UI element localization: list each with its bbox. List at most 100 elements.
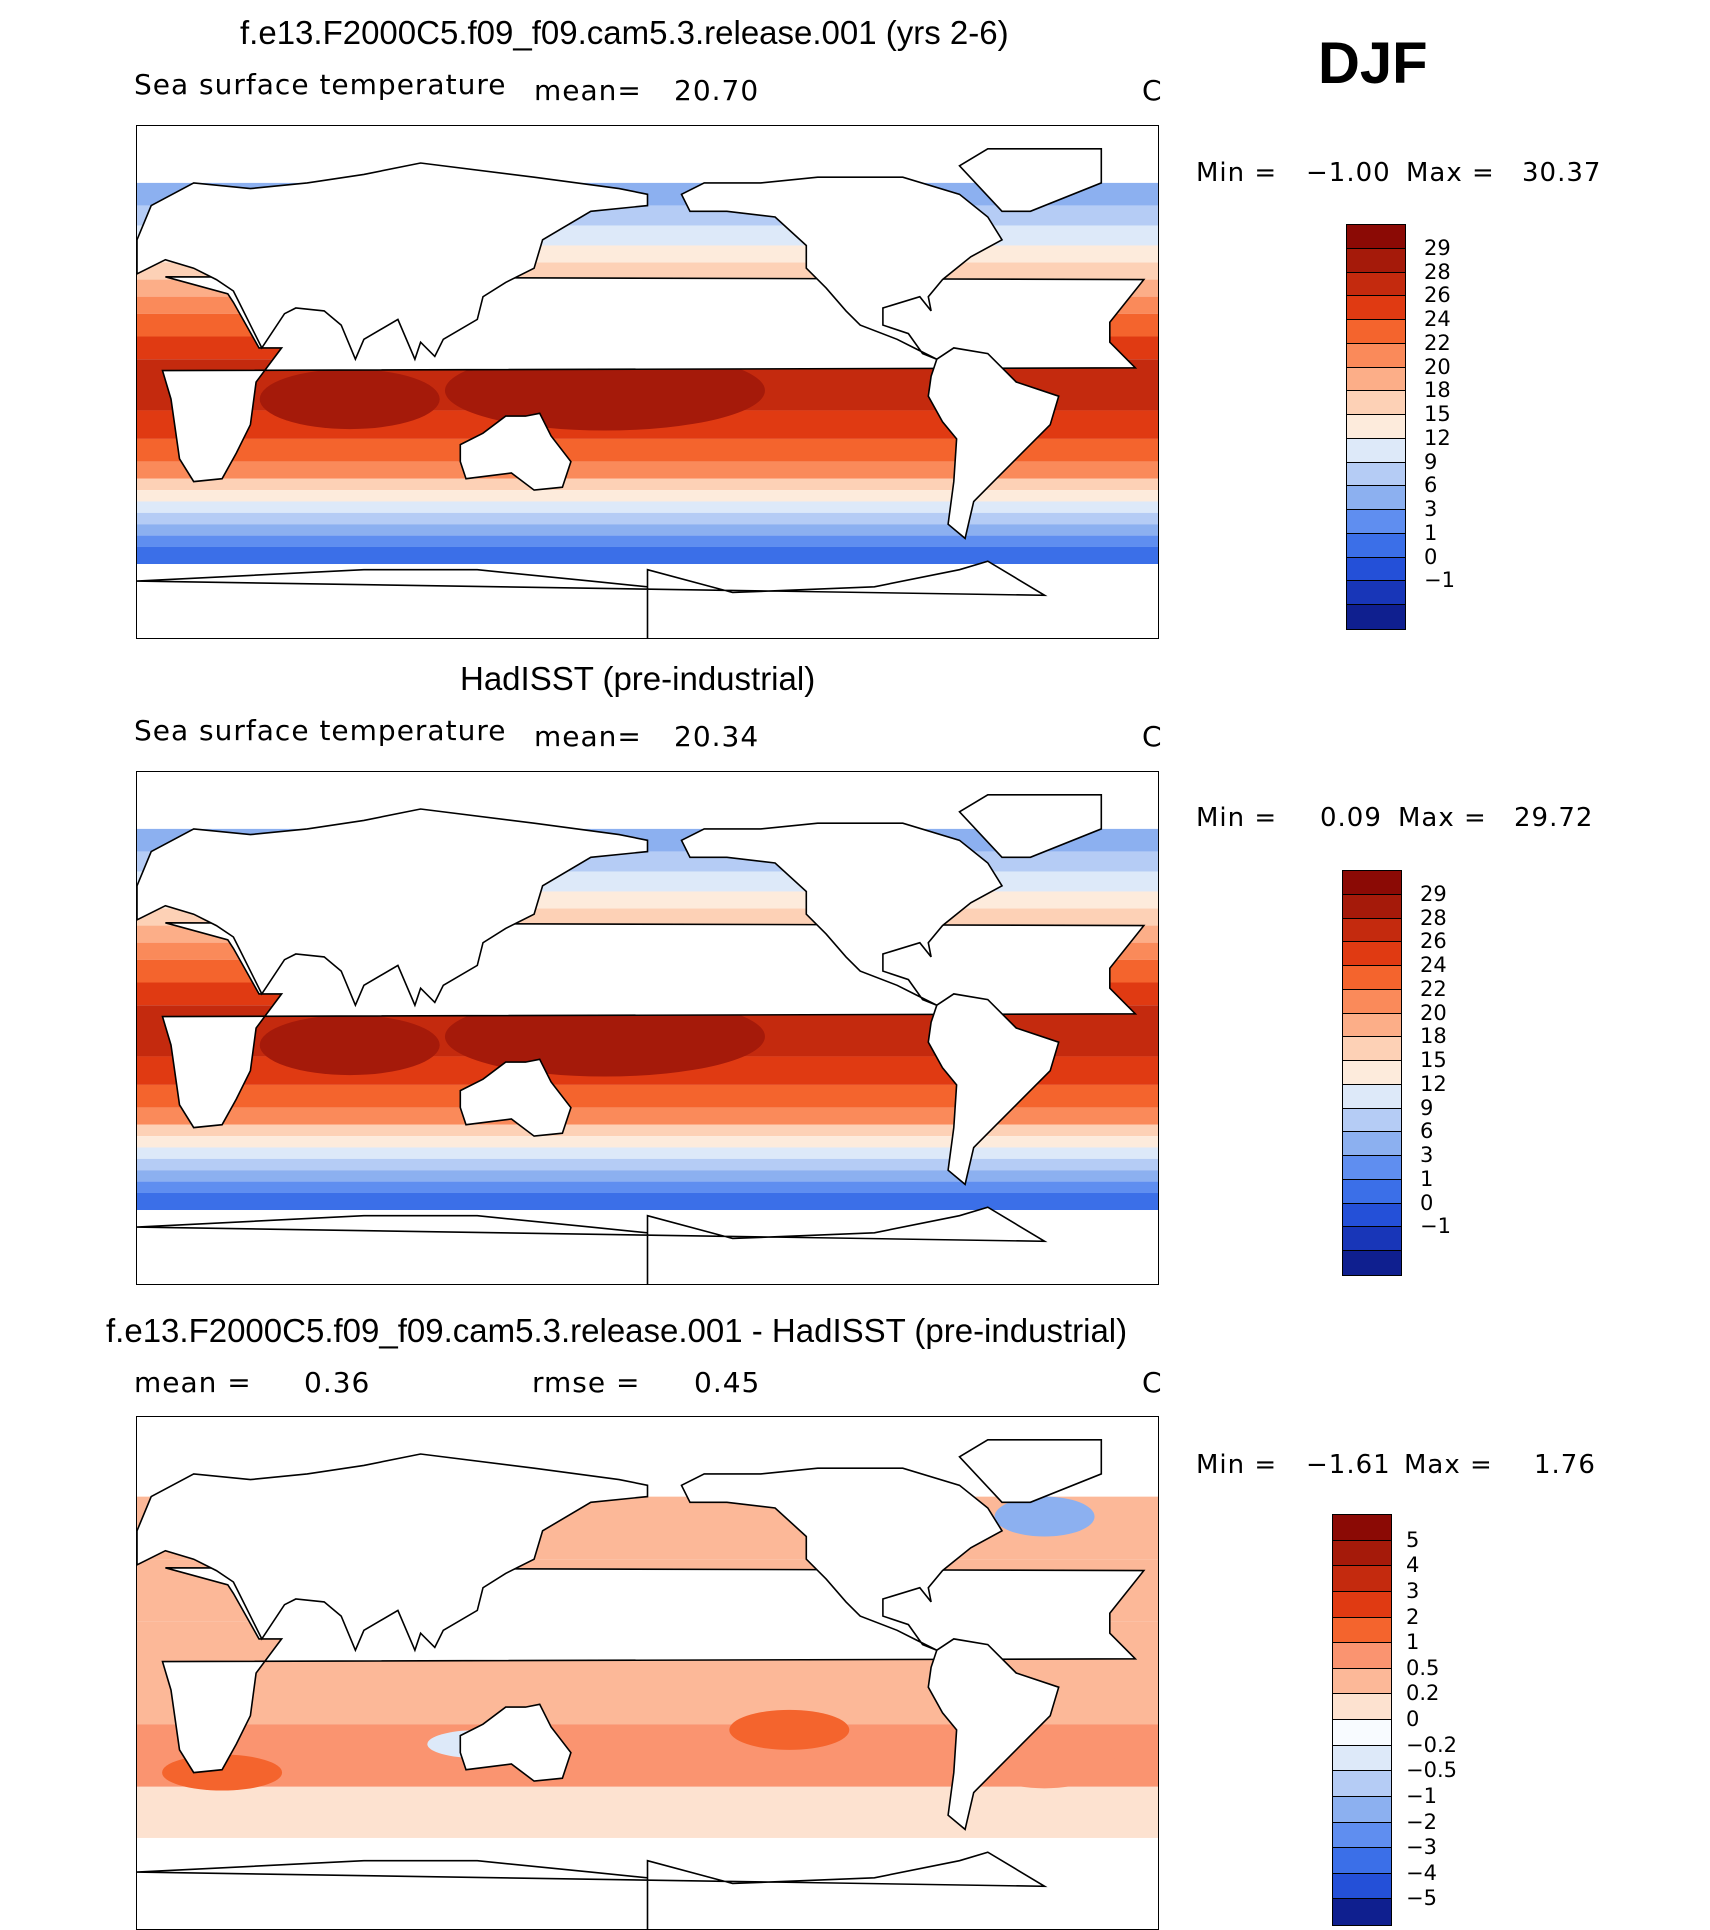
panel-3-min-label: Min = (1196, 1450, 1278, 1480)
sst-field-band (137, 1084, 1158, 1108)
colorbar-segment (1343, 1061, 1401, 1085)
colorbar-segment (1343, 918, 1401, 943)
sst-field-band (137, 478, 1158, 491)
colorbar-segment (1347, 296, 1405, 320)
panel-1-mean-label: mean= (534, 74, 642, 107)
anomaly-patch (729, 1709, 850, 1750)
colorbar-segment (1343, 1251, 1401, 1275)
panel-2-variable: Sea surface temperature (134, 714, 507, 747)
colorbar-tick-label: 1 (1420, 1166, 1434, 1191)
colorbar-tick-label: 15 (1424, 402, 1451, 427)
land-australia (459, 412, 572, 491)
panel-3-title: f.e13.F2000C5.f09_f09.cam5.3.release.001… (106, 1312, 1128, 1349)
panel-2-min-label: Min = (1196, 803, 1278, 833)
colorbar-segment (1333, 1566, 1391, 1592)
land-australia (459, 1703, 572, 1782)
colorbar-segment (1347, 248, 1405, 273)
colorbar-segment (1333, 1540, 1391, 1567)
panel-3-colorbar-ticks: 5 4 3 2 1 0.5 0.2 0 −0.2 −0.5 −1 −2 −3 −4 −5 (1406, 1514, 1476, 1924)
colorbar-tick-label: 20 (1420, 1000, 1447, 1025)
panel-2-colorbar-ticks: 29 28 26 24 22 20 18 15 12 9 6 3 1 0 −1 (1420, 870, 1480, 1274)
land-namerica (680, 176, 1004, 360)
colorbar-segment (1333, 1899, 1391, 1925)
colorbar-segment (1333, 1720, 1391, 1746)
land-greenland (958, 794, 1103, 859)
panel-1-mean-value: 20.70 (674, 74, 760, 107)
land-namerica (680, 822, 1004, 1006)
land-antarctica (137, 1206, 1048, 1284)
land-samerica (927, 1638, 1060, 1831)
sst-field-band (137, 546, 1158, 565)
colorbar-segment (1333, 1643, 1391, 1669)
sst-field-band (137, 1192, 1158, 1211)
colorbar-segment (1333, 1873, 1391, 1900)
colorbar-tick-label: 26 (1424, 283, 1451, 308)
panel-2-mean-value: 20.34 (674, 720, 760, 753)
colorbar-segment (1333, 1796, 1391, 1823)
warm-pool (259, 1015, 440, 1076)
colorbar-segment (1347, 510, 1405, 534)
colorbar-tick-label: 22 (1424, 330, 1451, 355)
sst-field-band (137, 1786, 1158, 1838)
colorbar-tick-label: 4 (1406, 1553, 1420, 1578)
colorbar-segment (1347, 391, 1405, 415)
colorbar-segment (1347, 557, 1405, 582)
colorbar-segment (1347, 272, 1405, 297)
sst-field-band (137, 1124, 1158, 1137)
colorbar-segment (1343, 1179, 1401, 1204)
colorbar-tick-label: 5 (1406, 1527, 1420, 1552)
panel-3-units: C (1142, 1366, 1163, 1399)
land-samerica (927, 347, 1060, 540)
colorbar-tick-label: 28 (1420, 905, 1447, 930)
colorbar-segment (1347, 581, 1405, 605)
colorbar-segment (1343, 1037, 1401, 1061)
sst-field-band (137, 1170, 1158, 1182)
panel-2-max-value: 29.72 (1514, 803, 1594, 833)
sst-field-band (137, 490, 1158, 502)
colorbar-segment (1347, 486, 1405, 510)
colorbar-segment (1343, 966, 1401, 990)
colorbar-tick-label: 15 (1420, 1048, 1447, 1073)
colorbar-tick-label: 18 (1420, 1024, 1447, 1049)
colorbar-tick-label: 6 (1424, 473, 1438, 498)
panel-1-max-label: Max = (1406, 158, 1495, 188)
colorbar-segment (1347, 533, 1405, 558)
colorbar-tick-label: 18 (1424, 378, 1451, 403)
panel-3-max-value: 1.76 (1534, 1450, 1596, 1480)
panel-3-map (136, 1416, 1159, 1930)
colorbar-segment (1333, 1771, 1391, 1797)
colorbar-segment (1347, 415, 1405, 439)
colorbar-segment (1347, 438, 1405, 463)
panel-1-min-label: Min = (1196, 158, 1278, 188)
panel-3-colorbar (1332, 1514, 1392, 1926)
colorbar-tick-label: 29 (1420, 881, 1447, 906)
colorbar-tick-label: 0 (1420, 1190, 1434, 1215)
panel-1-min-value: −1.00 (1306, 158, 1391, 188)
sst-field-band (137, 512, 1158, 525)
colorbar-tick-label: −1 (1406, 1783, 1437, 1808)
panel-1-colorbar (1346, 224, 1406, 630)
sst-field-band (137, 1107, 1158, 1125)
colorbar-tick-label: 22 (1420, 976, 1447, 1001)
colorbar-segment (1343, 942, 1401, 966)
colorbar-segment (1333, 1617, 1391, 1644)
sst-field-band (137, 461, 1158, 479)
land-eurasia (137, 808, 649, 1008)
colorbar-segment (1347, 343, 1405, 368)
colorbar-tick-label: −4 (1406, 1860, 1437, 1885)
sst-field-band (137, 1147, 1158, 1159)
sst-field-band (137, 524, 1158, 536)
colorbar-tick-label: 1 (1406, 1630, 1420, 1655)
colorbar-segment (1347, 367, 1405, 392)
land-antarctica (137, 1851, 1048, 1929)
panel-2-colorbar (1342, 870, 1402, 1276)
panel-3-mean-value: 0.36 (304, 1366, 371, 1399)
colorbar-tick-label: −3 (1406, 1835, 1437, 1860)
colorbar-segment (1333, 1515, 1391, 1541)
land-namerica (680, 1467, 1004, 1651)
colorbar-tick-label: −5 (1406, 1886, 1437, 1911)
colorbar-tick-label: 28 (1424, 259, 1451, 284)
colorbar-tick-label: 20 (1424, 354, 1451, 379)
panel-1-map (136, 125, 1159, 639)
sst-field-band (137, 501, 1158, 513)
